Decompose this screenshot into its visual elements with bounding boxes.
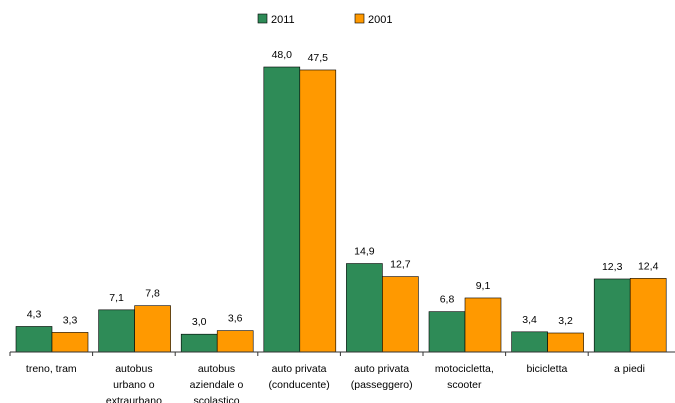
- legend: 2011 2001: [257, 13, 392, 26]
- legend-swatch-2001: [354, 13, 365, 24]
- value-label-2001-2: 3,6: [228, 313, 243, 325]
- legend-swatch-2011: [257, 13, 268, 24]
- value-label-2011-6: 3,4: [522, 314, 537, 326]
- bar-2001-5: [464, 297, 502, 353]
- category-label-0: treno, tram: [26, 363, 77, 375]
- value-label-2011-5: 6,8: [440, 294, 455, 306]
- category-label-5: motocicletta, scooter: [435, 363, 494, 391]
- bar-2011-5: [428, 311, 466, 353]
- value-label-2001-4: 12,7: [390, 259, 411, 271]
- bar-2001-7: [629, 278, 667, 353]
- category-label-7: a piedi: [614, 363, 645, 375]
- bar-2001-0: [51, 332, 89, 353]
- legend-label-2011: 2011: [271, 14, 295, 26]
- bar-2001-4: [382, 276, 419, 353]
- value-label-2011-1: 7,1: [109, 292, 124, 304]
- bar-2001-1: [134, 305, 171, 353]
- bar-2011-2: [180, 333, 218, 353]
- bar-2011-6: [511, 331, 548, 353]
- value-label-2011-0: 4,3: [27, 308, 42, 320]
- value-label-2011-2: 3,0: [192, 316, 207, 328]
- bar-2011-1: [98, 309, 135, 353]
- category-label-4: auto privata (passeggero): [351, 363, 413, 391]
- bar-2011-3: [263, 66, 301, 353]
- value-label-2011-4: 14,9: [354, 246, 375, 258]
- category-label-6: bicicletta: [526, 363, 567, 375]
- bar-2011-0: [15, 326, 53, 353]
- value-label-2001-6: 3,2: [558, 315, 573, 327]
- bar-2001-2: [216, 330, 254, 353]
- value-label-2001-1: 7,8: [145, 288, 160, 300]
- plot-area: 4,3 3,3 treno, tram 7,1 7,8 autobus urbano o ex…: [9, 49, 667, 403]
- value-label-2001-5: 9,1: [476, 280, 491, 292]
- value-label-2001-0: 3,3: [63, 314, 78, 326]
- value-label-2011-7: 12,3: [602, 261, 623, 273]
- legend-label-2001: 2001: [368, 14, 392, 26]
- value-label-2001-7: 12,4: [638, 260, 659, 272]
- bar-2011-7: [593, 278, 631, 353]
- category-label-2: autobus aziendale o scolastico: [190, 363, 244, 403]
- category-label-1: autobus urbano o extraurbano: [106, 363, 162, 403]
- value-label-2001-3: 47,5: [308, 52, 329, 64]
- bar-2001-6: [547, 332, 584, 353]
- category-label-3: auto privata (conducente): [268, 363, 329, 391]
- bar-2011-4: [346, 263, 383, 353]
- value-label-2011-3: 48,0: [272, 49, 293, 61]
- bar-2001-3: [299, 69, 337, 353]
